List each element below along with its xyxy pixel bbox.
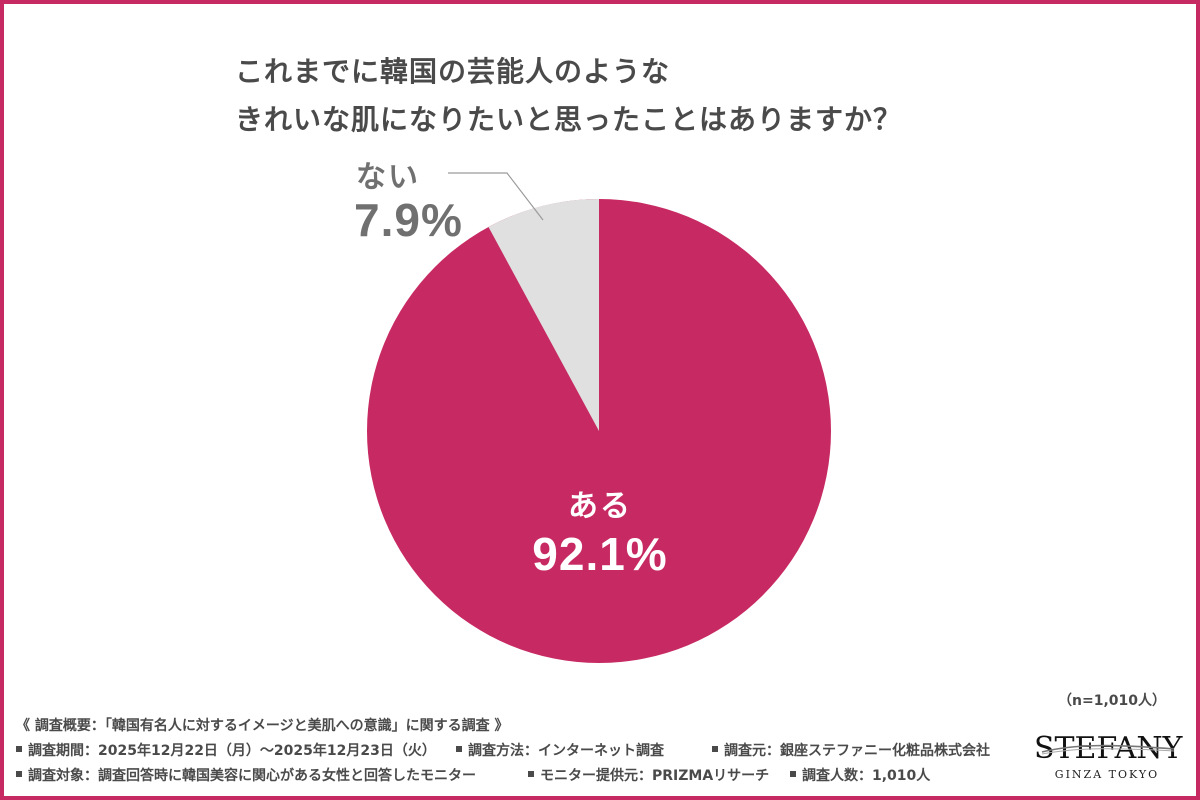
logo-subtitle: GINZA TOKYO bbox=[1054, 768, 1160, 781]
chart-title: これまでに韓国の芸能人のような きれいな肌になりたいと思ったことはありますか？ bbox=[235, 48, 955, 144]
bullet-icon bbox=[16, 746, 22, 752]
slice-value-nai: 7.9% bbox=[354, 194, 463, 246]
pie-slice-nai bbox=[488, 199, 599, 431]
chart-title-line-1: これまでに韓国の芸能人のような bbox=[235, 55, 671, 88]
stefany-logo: STEFANY GINZA TOKYO bbox=[1034, 732, 1182, 786]
slice-label-nai: ない bbox=[356, 160, 420, 195]
survey-respondents: 調査人数：1,010人 bbox=[790, 764, 930, 789]
chart-title-line-2: きれいな肌になりたいと思ったことはありますか？ bbox=[235, 103, 903, 136]
survey-overview: 《 調査概要：「韓国有名人に対するイメージと美肌への意識」に関する調査 》 調査… bbox=[16, 714, 990, 789]
leader-line-nai bbox=[448, 172, 544, 221]
survey-target: 調査対象：調査回答時に韓国美容に関心がある女性と回答したモニター bbox=[16, 764, 476, 789]
slice-label-aru: ある bbox=[568, 489, 632, 524]
survey-method: 調査方法：インターネット調査 bbox=[456, 739, 664, 764]
survey-heading-row: 《 調査概要：「韓国有名人に対するイメージと美肌への意識」に関する調査 》 bbox=[16, 714, 508, 739]
bullet-icon bbox=[712, 746, 718, 752]
bullet-icon bbox=[16, 771, 22, 777]
bullet-icon bbox=[456, 746, 462, 752]
survey-heading: 《 調査概要：「韓国有名人に対するイメージと美肌への意識」に関する調査 》 bbox=[16, 718, 509, 734]
survey-source: 調査元：銀座ステファニー化粧品株式会社 bbox=[712, 739, 990, 764]
bullet-icon bbox=[528, 771, 534, 777]
slice-value-aru: 92.1% bbox=[532, 528, 668, 580]
sample-size-label: （n=1,010人） bbox=[1058, 693, 1166, 709]
survey-row-1: 調査期間：2025年12月22日（月）～2025年12月23日（火） 調査方法：… bbox=[16, 739, 990, 764]
survey-period: 調査期間：2025年12月22日（月）～2025年12月23日（火） bbox=[16, 739, 436, 764]
survey-row-2: 調査対象：調査回答時に韓国美容に関心がある女性と回答したモニター モニター提供元… bbox=[16, 764, 930, 789]
survey-panel-provider: モニター提供元：PRIZMAリサーチ bbox=[528, 764, 769, 789]
logo-swoosh-icon bbox=[1041, 744, 1175, 755]
bullet-icon bbox=[790, 771, 796, 777]
